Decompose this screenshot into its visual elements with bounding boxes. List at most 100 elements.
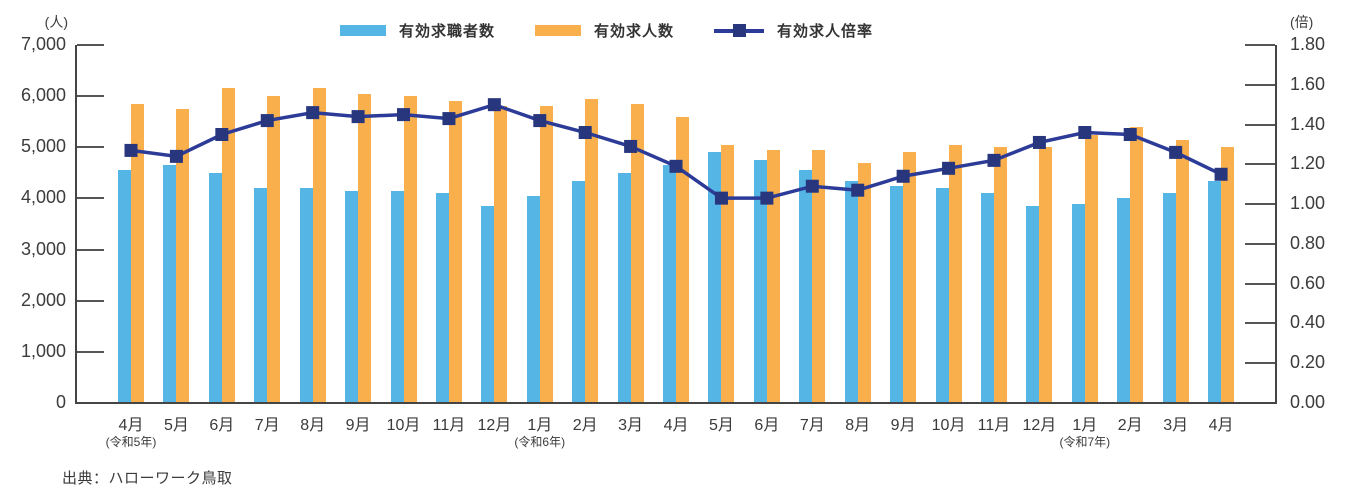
- ratio-marker-8月: [851, 183, 865, 197]
- ratio-marker-6月: [760, 191, 774, 205]
- x-axis-year-note: (令和6年): [514, 435, 566, 449]
- x-axis-year-note: (令和7年): [1059, 435, 1111, 449]
- bar-seekers-3月: [1162, 193, 1176, 403]
- right-axis-tick-label: 0.40: [1290, 312, 1326, 333]
- x-axis-line: [75, 401, 1277, 404]
- left-axis-tick-label: 2,000: [20, 289, 66, 310]
- ratio-marker-7月: [260, 114, 274, 128]
- plot-area: [75, 44, 1277, 404]
- ratio-marker-1月: [1078, 126, 1092, 140]
- left-axis-tick-label: 0: [55, 392, 66, 412]
- bar-seekers-8月: [844, 180, 858, 403]
- bar-openings-3月: [630, 103, 644, 403]
- left-axis-tick-label: 6,000: [20, 85, 66, 106]
- bar-openings-3月: [1175, 139, 1189, 403]
- x-axis-label-12: 4月: [663, 417, 689, 434]
- bar-openings-10月: [948, 144, 962, 403]
- right-axis-tick-label: 1.40: [1290, 113, 1326, 134]
- right-axis-tick: [1245, 242, 1275, 245]
- x-axis-label-16: 8月: [845, 417, 871, 434]
- bar-openings-6月: [766, 149, 780, 403]
- ratio-marker-2月: [1123, 128, 1137, 141]
- x-axis-label-4: 8月: [300, 417, 326, 434]
- x-axis-label-3: 7月: [254, 417, 280, 434]
- bar-openings-2月: [585, 98, 599, 403]
- bar-seekers-4月: [663, 165, 677, 403]
- bar-openings-12月: [494, 106, 508, 403]
- x-axis-label-2: 6月: [209, 417, 235, 434]
- left-axis-tick: [77, 146, 104, 149]
- bar-seekers-6月: [208, 172, 222, 403]
- x-axis-label-10: 2月: [572, 417, 598, 434]
- right-axis-tick: [1245, 282, 1275, 285]
- ratio-marker-4月: [1214, 167, 1228, 181]
- bar-openings-6月: [221, 88, 235, 403]
- ratio-marker-2月: [578, 126, 592, 140]
- x-axis-labels: 4月 5月 6月 7月 8月 9月 10月 11月 12月 1月 2月 3月 4月 5月 6月 7月 8月 9月 1…: [75, 411, 1277, 463]
- bar-openings-8月: [857, 162, 871, 403]
- bar-openings-7月: [267, 96, 281, 403]
- ratio-marker-5月: [169, 149, 183, 163]
- ratio-marker-3月: [1169, 145, 1183, 159]
- left-axis-tick-label: 4,000: [20, 187, 66, 208]
- bar-seekers-1月: [1071, 203, 1085, 403]
- x-axis-label-1: 5月: [163, 417, 189, 434]
- ratio-marker-12月: [487, 98, 501, 112]
- bar-openings-11月: [448, 101, 462, 403]
- right-axis-tick: [1245, 44, 1275, 46]
- bar-openings-10月: [403, 96, 417, 403]
- right-axis-tick-label: 0.20: [1290, 352, 1326, 373]
- left-axis-tick: [77, 299, 104, 302]
- right-axis-line: [1275, 45, 1277, 403]
- ratio-marker-5月: [714, 191, 728, 205]
- right-axis-tick-label: 1.80: [1290, 34, 1326, 54]
- x-axis-label-19: 11月: [977, 417, 1011, 434]
- ratio-marker-4月: [669, 159, 683, 173]
- left-axis-tick: [77, 197, 104, 200]
- ratio-line-series: [124, 98, 1228, 205]
- right-axis-tick-label: 1.20: [1290, 153, 1326, 174]
- right-axis-tick-labels: 1.80 1.60 1.40 1.20 1.00 0.80 0.60 0.40 0.20 0.00: [1290, 34, 1350, 412]
- right-axis-tick: [1245, 123, 1275, 126]
- x-axis-label-7: 11月: [432, 417, 466, 434]
- x-axis-label-11: 3月: [618, 417, 644, 434]
- right-axis-unit-label: (倍): [1290, 14, 1314, 30]
- x-axis-label-21: 1月: [1072, 417, 1098, 434]
- bar-openings-4月: [676, 116, 690, 403]
- bar-openings-8月: [312, 88, 326, 403]
- bar-seekers-2月: [572, 180, 586, 403]
- left-axis-tick-label: 1,000: [20, 340, 66, 361]
- left-axis-tick-label: 7,000: [20, 34, 66, 54]
- bar-seekers-8月: [299, 188, 313, 403]
- legend-square-marker-icon: [732, 24, 746, 37]
- bar-openings-1月: [1084, 134, 1098, 403]
- x-axis-label-9: 1月: [527, 417, 553, 434]
- bar-seekers-7月: [799, 170, 813, 403]
- bar-openings-4月: [131, 103, 144, 403]
- bar-openings-12月: [1039, 147, 1053, 403]
- right-axis-tick: [1245, 163, 1275, 166]
- ratio-line: [130, 102, 1222, 200]
- right-axis-tick: [1245, 83, 1275, 86]
- legend-item-ratio: 有効求人倍率: [714, 20, 873, 41]
- bar-seekers-5月: [163, 165, 177, 403]
- right-axis-tick: [1245, 203, 1275, 206]
- ratio-marker-11月: [442, 112, 456, 126]
- legend-label-seekers: 有効求職者数: [399, 23, 496, 40]
- x-axis-year-note: (令和5年): [105, 435, 157, 449]
- bar-seekers-9月: [890, 185, 904, 403]
- bar-seekers-12月: [481, 206, 495, 403]
- chart-legend: 有効求職者数 有効求人数 有効求人倍率: [340, 20, 873, 41]
- right-axis-tick-label: 0.60: [1290, 272, 1326, 293]
- ratio-marker-1月: [533, 114, 547, 128]
- ratio-marker-10月: [397, 108, 411, 122]
- left-axis-line: [75, 45, 77, 403]
- ratio-marker-10月: [942, 161, 956, 175]
- left-axis-tick-labels: 7,000 6,000 5,000 4,000 3,000 2,000 1,000 0: [0, 34, 66, 412]
- right-axis-tick-label: 1.60: [1290, 73, 1326, 94]
- bar-seekers-1月: [526, 195, 540, 403]
- legend-line-marker-icon: [714, 24, 765, 37]
- legend-swatch-seekers: [340, 25, 386, 36]
- left-axis-tick-label: 3,000: [20, 238, 66, 259]
